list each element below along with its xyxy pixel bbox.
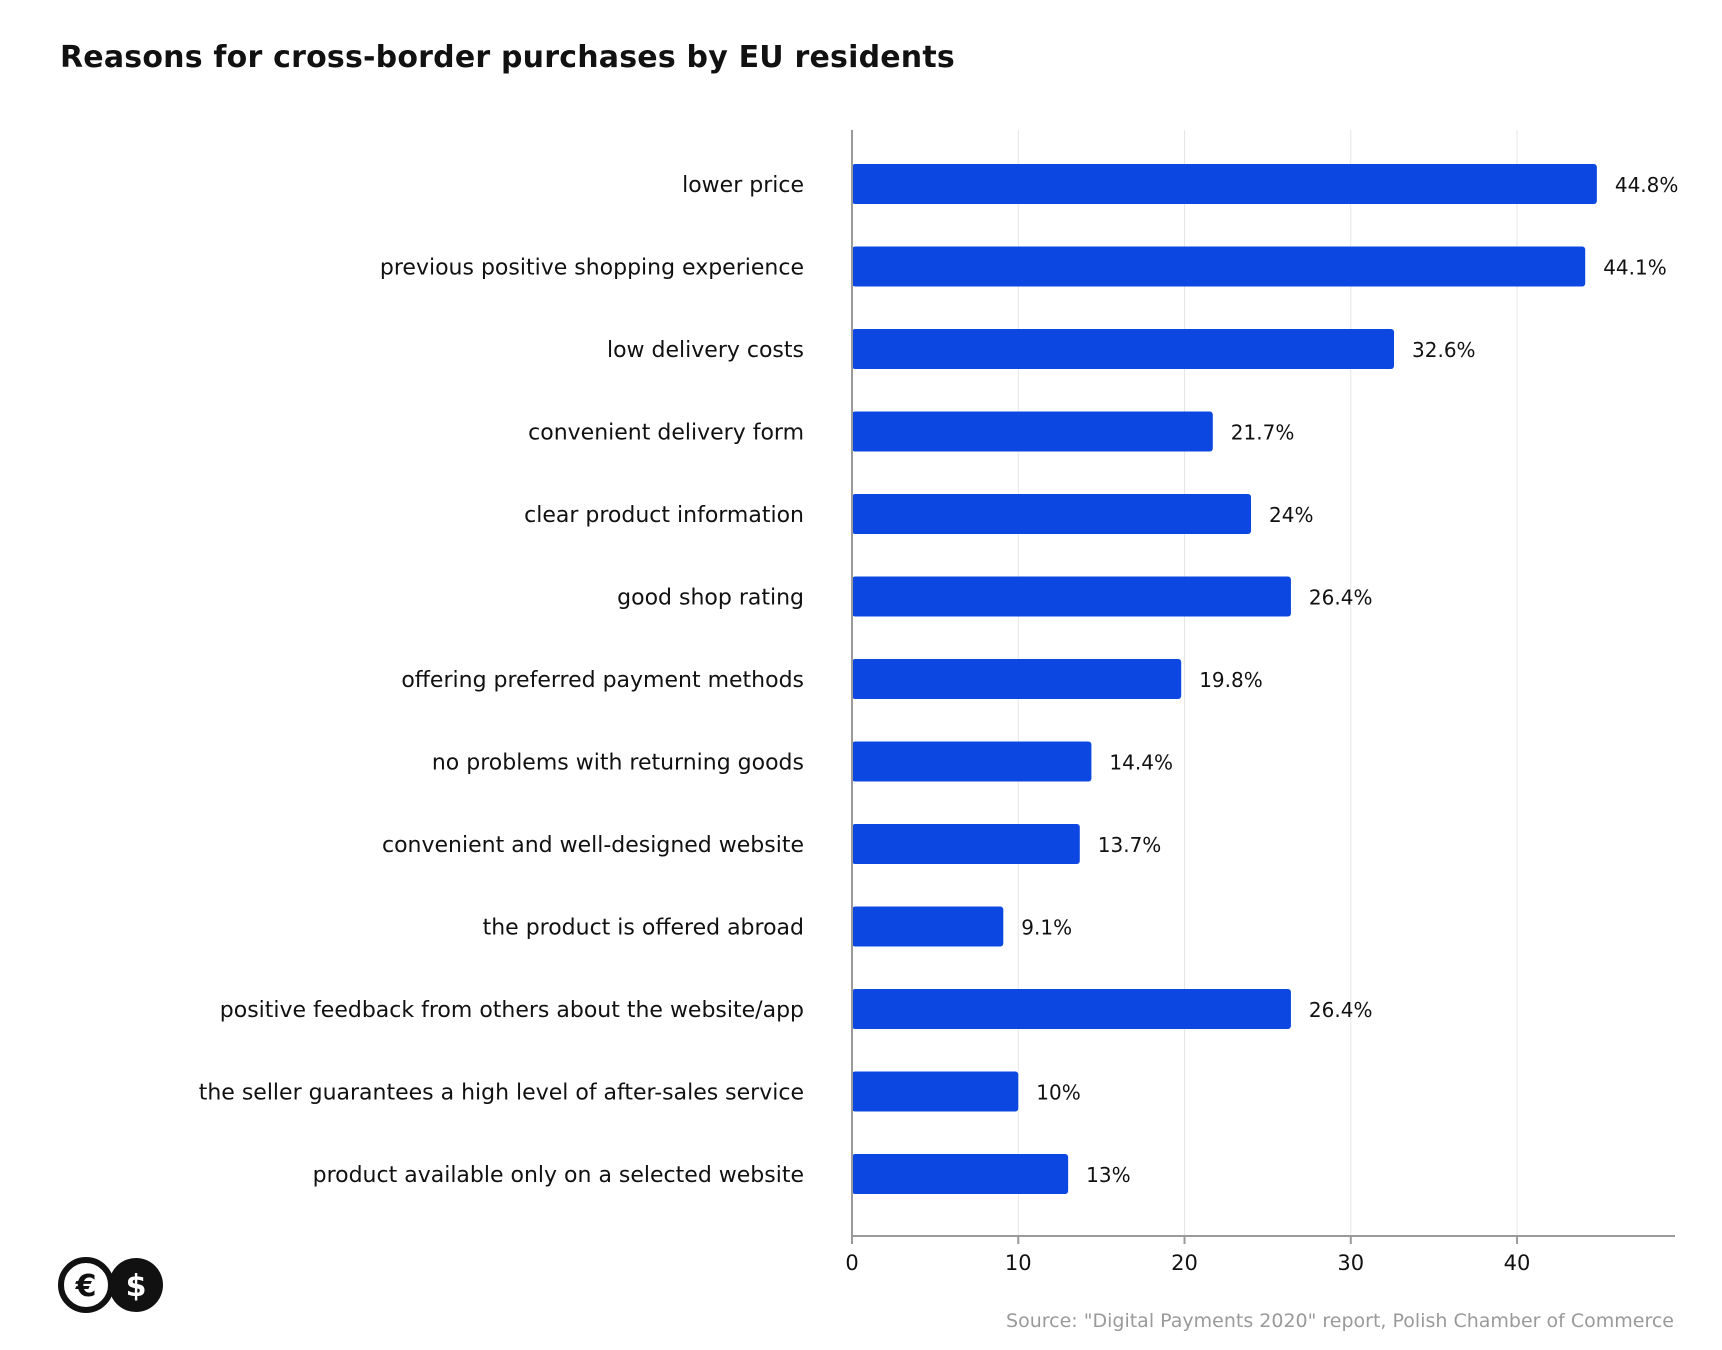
data-label: 19.8%	[1199, 668, 1263, 692]
category-label: offering preferred payment methods	[401, 668, 804, 693]
bar	[852, 246, 1586, 287]
category-label: good shop rating	[617, 586, 804, 611]
data-label: 10%	[1036, 1081, 1080, 1105]
data-label: 9.1%	[1021, 916, 1072, 940]
bar	[852, 1154, 1069, 1194]
bar	[852, 494, 1252, 534]
data-label: 14.4%	[1109, 751, 1173, 775]
dollar-glyph: $	[126, 1269, 147, 1304]
bar	[852, 411, 1213, 452]
category-label: convenient and well-designed website	[382, 833, 804, 858]
data-label: 26.4%	[1309, 998, 1373, 1022]
x-tick-label: 20	[1171, 1251, 1198, 1275]
data-label: 13%	[1086, 1163, 1130, 1187]
category-label: convenient delivery form	[528, 421, 804, 446]
x-tick-label: 10	[1005, 1251, 1032, 1275]
bar	[852, 659, 1182, 699]
dollar-circle-icon	[109, 1258, 163, 1312]
currency-logo-icon: € $	[58, 1257, 163, 1313]
data-label: 44.8%	[1615, 173, 1679, 197]
euro-glyph: €	[75, 1269, 97, 1304]
category-label: the seller guarantees a high level of af…	[199, 1081, 804, 1106]
bar	[852, 576, 1291, 617]
data-label: 32.6%	[1412, 338, 1476, 362]
category-label: no problems with returning goods	[432, 751, 804, 776]
chart-title: Reasons for cross-border purchases by EU…	[60, 40, 955, 75]
data-label: 13.7%	[1098, 833, 1162, 857]
category-label: positive feedback from others about the …	[220, 998, 804, 1023]
x-tick-label: 30	[1337, 1251, 1364, 1275]
bar	[852, 329, 1395, 369]
bar	[852, 824, 1080, 864]
category-label: the product is offered abroad	[483, 916, 804, 941]
data-label: 24%	[1269, 503, 1313, 527]
bar	[852, 906, 1004, 947]
category-label: previous positive shopping experience	[380, 256, 804, 281]
x-tick-label: 0	[845, 1251, 858, 1275]
category-label: clear product information	[524, 503, 804, 528]
category-label: lower price	[682, 173, 804, 198]
x-tick-label: 40	[1504, 1251, 1531, 1275]
source-note: Source: "Digital Payments 2020" report, …	[1006, 1310, 1674, 1332]
bar	[852, 164, 1597, 204]
category-label: product available only on a selected web…	[313, 1163, 804, 1188]
bar	[852, 989, 1291, 1029]
bar	[852, 741, 1092, 782]
data-label: 21.7%	[1231, 421, 1295, 445]
category-label: low delivery costs	[607, 338, 804, 363]
data-label: 26.4%	[1309, 586, 1373, 610]
bar	[852, 1071, 1019, 1112]
data-label: 44.1%	[1603, 256, 1667, 280]
